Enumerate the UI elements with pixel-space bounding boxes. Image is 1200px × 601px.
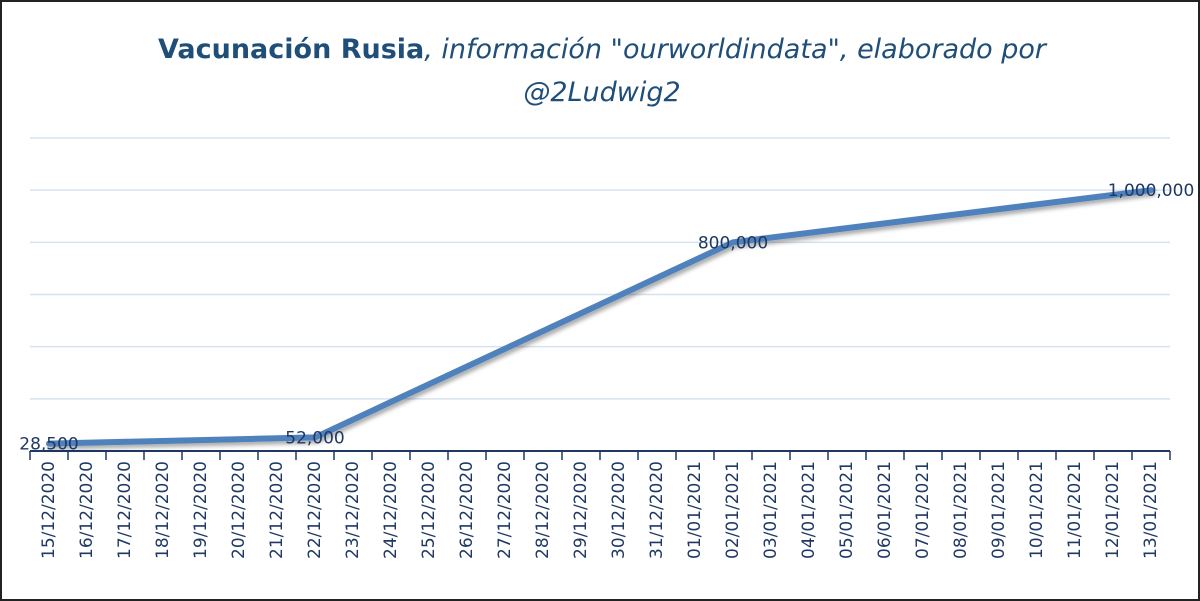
title-main: Vacunación Rusia [157,34,425,65]
x-tick-label: 25/12/2020 [419,461,439,559]
x-tick-label: 31/12/2020 [647,461,667,559]
data-line [46,187,1154,447]
x-tick-label: 04/01/2021 [799,461,819,559]
x-tick-label: 18/12/2020 [153,461,173,559]
x-tick-label: 02/01/2021 [723,461,743,559]
x-tick-label: 12/01/2021 [1103,461,1123,559]
x-tick-label: 15/12/2020 [39,461,59,559]
x-tick-label: 07/01/2021 [913,461,933,559]
x-tick-label: 08/01/2021 [951,461,971,559]
x-tick-label: 21/12/2020 [267,461,287,559]
x-tick-label: 26/12/2020 [457,461,477,559]
x-tick-label: 20/12/2020 [229,461,249,559]
x-tick-label: 27/12/2020 [495,461,515,559]
chart-title: Vacunación Rusia, información "ourworldi… [152,28,1052,114]
x-tick-label: 16/12/2020 [77,461,97,559]
x-tick-label: 19/12/2020 [191,461,211,559]
x-tick-label: 10/01/2021 [1027,461,1047,559]
x-tick-label: 11/01/2021 [1065,461,1085,559]
x-tick-label: 22/12/2020 [305,461,325,559]
x-tick-label: 01/01/2021 [685,461,705,559]
title-sub: , información "ourworldindata", elaborad… [424,34,1047,108]
data-label: 52,000 [285,428,344,448]
x-tick-label: 28/12/2020 [533,461,553,559]
x-tick-label: 23/12/2020 [343,461,363,559]
data-label: 28,500 [19,435,78,455]
data-label: 800,000 [698,233,768,253]
x-tick-label: 09/01/2021 [989,461,1009,559]
x-tick-label: 24/12/2020 [381,461,401,559]
data-label: 1,000,000 [1108,181,1195,201]
x-tick-label: 29/12/2020 [571,461,591,559]
x-tick-label: 13/01/2021 [1141,461,1161,559]
x-tick-label: 30/12/2020 [609,461,629,559]
x-tick-label: 03/01/2021 [761,461,781,559]
x-tick-label: 17/12/2020 [115,461,135,559]
x-tick-label: 05/01/2021 [837,461,857,559]
x-tick-label: 06/01/2021 [875,461,895,559]
